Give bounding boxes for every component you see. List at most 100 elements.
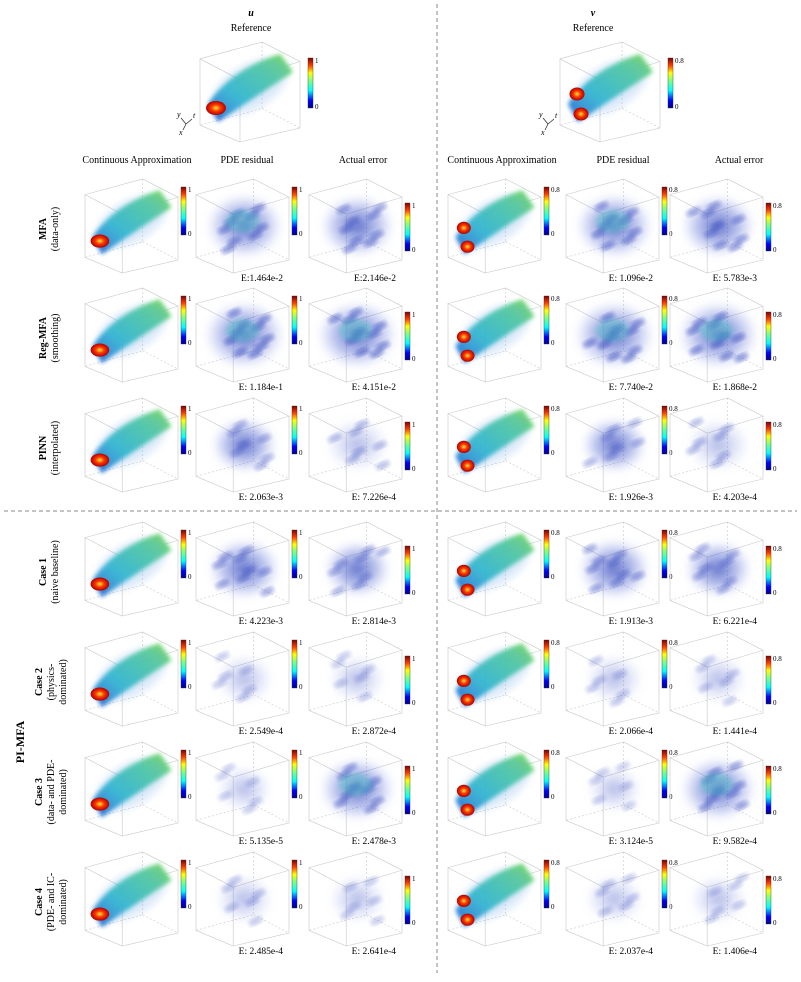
haze-render [581,417,648,473]
colorbar: 10 [307,57,319,111]
haze-render [319,757,396,821]
plume-render [568,54,653,122]
colorbar: 0.80 [661,859,678,911]
plume-render [90,409,172,474]
haze-render [585,873,644,924]
haze-render [328,875,386,926]
colorbar-scale [291,186,298,236]
axis-triad [542,117,555,131]
colorbar-min-label: 0 [412,465,416,473]
error-metric: E: 4.203e-4 [713,493,758,503]
colorbar-min-label: 0 [188,683,192,691]
colorbar: 0.80 [661,295,678,347]
haze-render [575,193,653,259]
colorbar-min-label: 0 [188,230,192,238]
axis-label-y: y [538,110,543,119]
error-metric: E: 9.582e-4 [713,837,758,847]
colorbar-scale [765,311,772,361]
colorbar-max-label: 0.8 [773,421,782,429]
column-header: PDE residual [220,155,273,166]
colorbar: 0.80 [765,655,782,707]
colorbar: 0.80 [543,749,560,801]
row-label-title: MFA [38,217,49,240]
colorbar-max-label: 1 [299,859,303,867]
error-metric: E: 1.926e-3 [609,493,654,503]
colorbar-max-label: 1 [299,529,303,537]
error-metric: E: 1.868e-2 [713,383,758,393]
column-header: PDE residual [596,155,649,166]
haze-render [215,763,272,814]
hot-spot [90,577,110,591]
colorbar-max-label: 1 [412,545,416,553]
plume-render [455,299,535,364]
hot-spot [90,343,110,357]
row-label-subtitle: dominated) [58,769,69,815]
colorbar-scale [765,875,772,925]
haze-render [578,538,651,600]
hot-spot [90,234,110,248]
colorbar: 10 [291,186,303,238]
colorbar-max-label: 1 [412,765,416,773]
column-header: Continuous Approximation [447,155,556,166]
hot-spot [206,101,226,115]
error-metric: E: 3.124e-5 [609,837,654,847]
error-metric: E: 4.151e-2 [352,383,397,393]
colorbar-max-label: 1 [299,749,303,757]
plume-render [455,753,535,818]
error-metric: E: 1.096e-2 [609,274,654,284]
colorbar-scale [291,639,298,689]
colorbar: 10 [404,875,416,927]
error-metric: E: 5.783e-3 [713,274,758,284]
hot-spot [456,440,471,453]
haze-render [205,193,283,259]
row-label: Reg-MFA(smoothing) [38,314,61,363]
colorbar-min-label: 0 [773,919,777,927]
row-label-subtitle: (PDE- and IC- [46,873,57,931]
hot-spot [90,687,110,701]
colorbar-scale [661,749,668,799]
error-metric: E: 6.221e-4 [713,617,758,627]
haze-render [211,417,278,473]
colorbar: 0.80 [661,639,678,691]
hot-spot [460,459,475,472]
error-metric: E: 7.226e-4 [352,493,397,503]
colorbar-min-label: 0 [188,573,192,581]
haze-render [323,540,391,598]
colorbar-scale [765,202,772,252]
haze-render [681,194,756,258]
colorbar: 0.80 [543,859,560,911]
colorbar-max-label: 0.8 [773,875,782,883]
plume-render [90,753,172,818]
plume-render [90,299,172,364]
colorbar: 10 [180,529,192,581]
colorbar-min-label: 0 [299,683,303,691]
colorbar-max-label: 1 [412,311,416,319]
colorbar-scale [180,639,187,689]
colorbar: 10 [291,749,303,801]
colorbar: 10 [291,295,303,347]
colorbar-max-label: 1 [315,57,319,65]
row-label-subtitle: dominated) [58,659,69,705]
colorbar-min-label: 0 [188,339,192,347]
colorbar-min-label: 0 [669,449,673,457]
colorbar-min-label: 0 [299,230,303,238]
colorbar-scale [765,765,772,815]
colorbar-scale [543,405,550,455]
colorbar-min-label: 0 [188,793,192,801]
colorbar-min-label: 0 [551,793,555,801]
hot-spot [569,87,585,101]
colorbar-max-label: 0.8 [669,405,678,413]
plume-render [455,643,535,708]
colorbar: 10 [291,529,303,581]
colorbar-scale [661,295,668,345]
colorbar-scale [543,749,550,799]
colorbar-max-label: 1 [412,655,416,663]
colorbar-min-label: 0 [669,793,673,801]
colorbar: 0.80 [543,186,560,238]
colorbar-scale [765,421,772,471]
colorbar-min-label: 0 [412,246,416,254]
